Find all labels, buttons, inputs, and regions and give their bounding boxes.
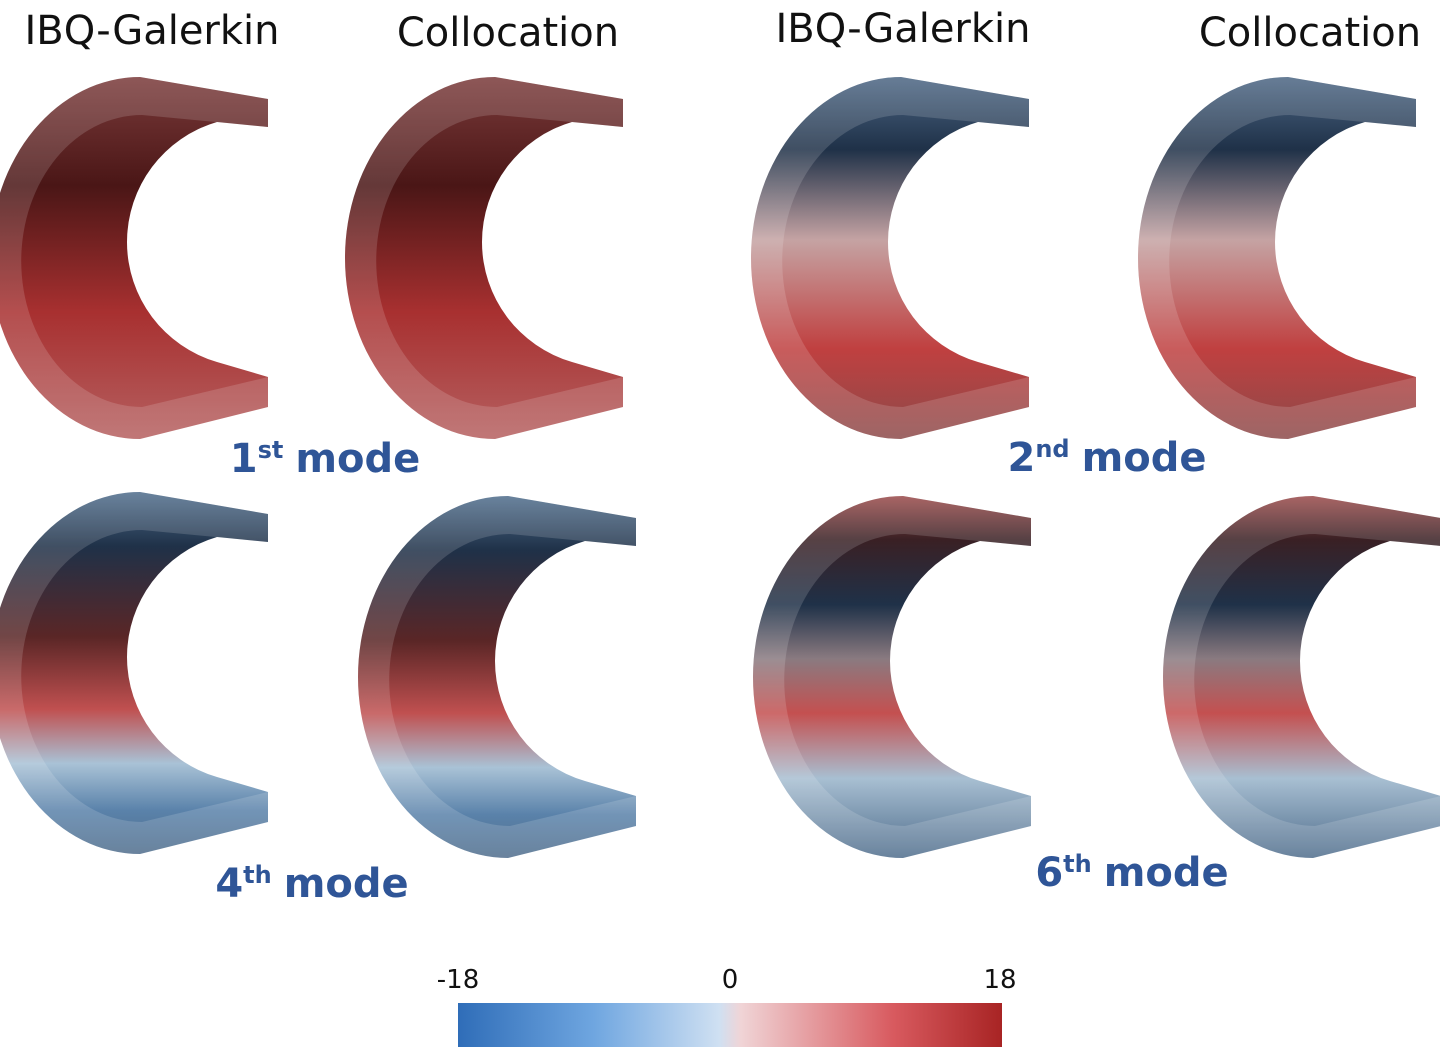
page: {"headers": ["IBQ-Galerkin", "Collocatio… — [0, 0, 1440, 1047]
colorbar-tick-label: 0 — [722, 965, 739, 995]
colorbar-ticks: -18 0 18 — [437, 965, 1017, 995]
column-header: IBQ-Galerkin — [775, 6, 1030, 52]
column-header: Collocation — [1199, 10, 1421, 56]
colorbar — [458, 1003, 1002, 1047]
column-header: IBQ-Galerkin — [24, 8, 279, 54]
figure: IBQ-Galerkin Collocation IBQ-Galerkin Co… — [0, 0, 1440, 1047]
colorbar-tick-label: -18 — [437, 965, 479, 995]
mode-shapes — [0, 77, 1440, 858]
colorbar-tick-label: 18 — [983, 965, 1016, 995]
column-header: Collocation — [397, 10, 619, 56]
